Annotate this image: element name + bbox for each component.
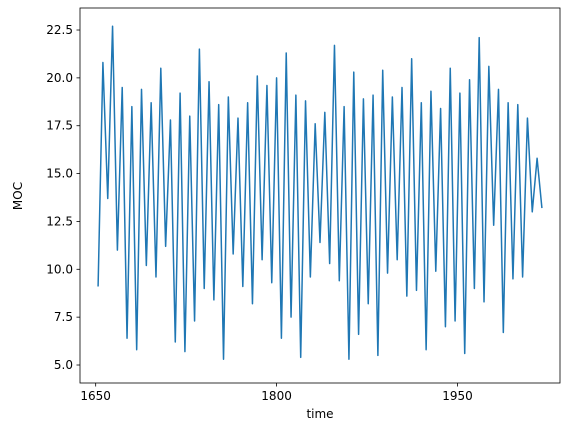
y-axis-label: MOC — [11, 182, 25, 210]
x-tick-label: 1800 — [261, 389, 292, 403]
y-tick-label: 5.0 — [54, 358, 73, 372]
plot-frame — [79, 7, 561, 384]
y-tick-label: 10.0 — [46, 262, 73, 276]
y-tick-label: 7.5 — [54, 310, 73, 324]
y-tick-label: 22.5 — [46, 23, 73, 37]
y-tick-label: 17.5 — [46, 119, 73, 133]
x-axis-label: time — [306, 407, 333, 421]
y-tick-label: 20.0 — [46, 71, 73, 85]
y-tick-label: 15.0 — [46, 167, 73, 181]
y-tick-label: 12.5 — [46, 214, 73, 228]
data-line — [97, 25, 543, 361]
x-tick-label: 1650 — [80, 389, 111, 403]
x-tick-label: 1950 — [442, 389, 473, 403]
